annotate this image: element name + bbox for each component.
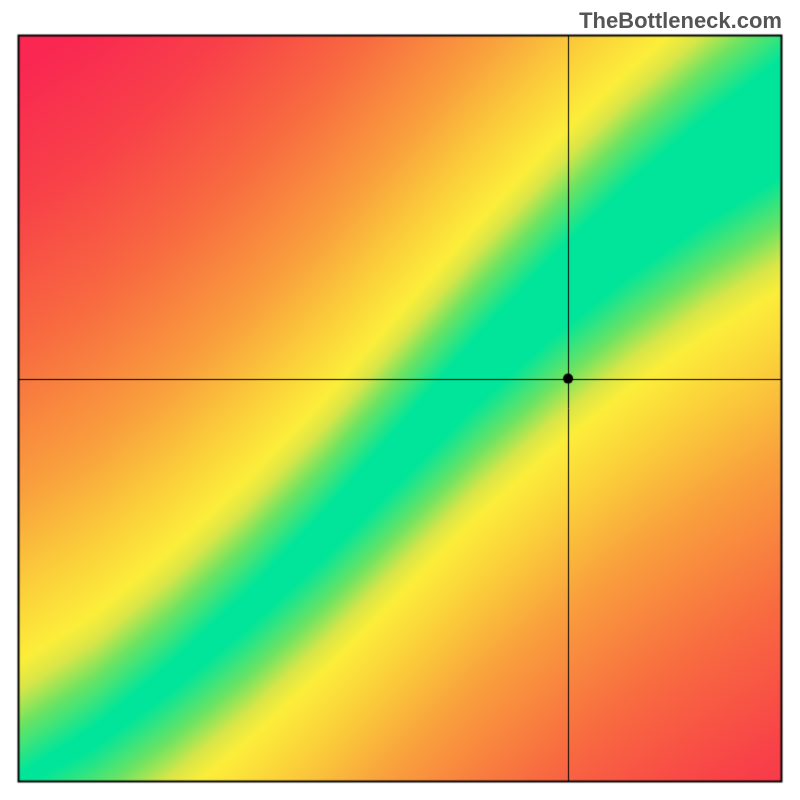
- bottleneck-heatmap: [0, 0, 800, 800]
- watermark-text: TheBottleneck.com: [579, 8, 782, 34]
